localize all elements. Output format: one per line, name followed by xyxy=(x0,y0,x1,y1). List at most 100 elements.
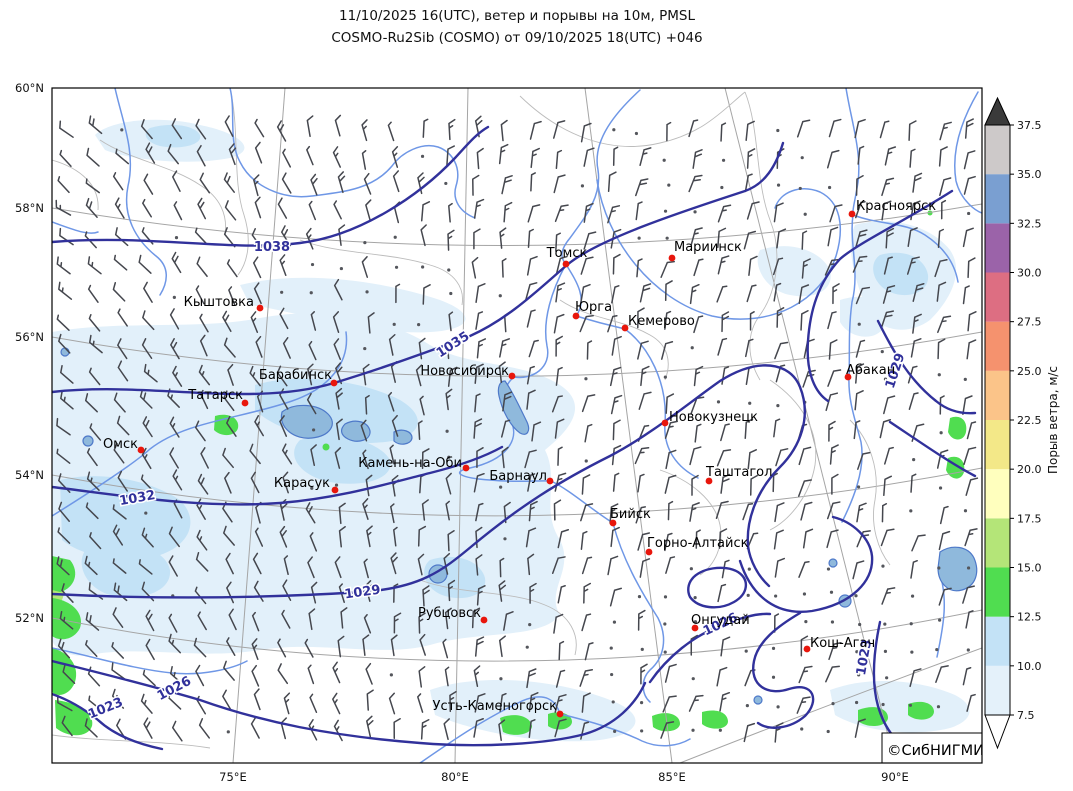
wind-barb xyxy=(906,256,920,275)
wind-barb xyxy=(59,610,74,630)
wind-barb xyxy=(169,666,184,686)
wind-barb xyxy=(306,392,317,415)
wind-barb xyxy=(387,121,395,142)
wind-barb xyxy=(854,718,866,738)
calm-wind-dot xyxy=(394,265,399,269)
wind-barb xyxy=(557,446,563,466)
wind-barb xyxy=(281,443,293,465)
wind-barb xyxy=(117,338,128,360)
wind-barb xyxy=(307,556,315,579)
wind-barb xyxy=(693,365,704,387)
wind-barb xyxy=(719,691,731,712)
colorbar-axis-label: Порыв ветра, м/с xyxy=(1046,366,1060,474)
wind-barb xyxy=(557,585,566,604)
calm-wind-dot xyxy=(937,373,941,377)
wind-barb xyxy=(422,284,431,305)
wind-barb xyxy=(964,528,978,547)
wind-barb xyxy=(142,669,156,687)
wind-barb xyxy=(500,419,511,438)
wind-barb xyxy=(84,718,98,738)
lat-tick-label: 52°N xyxy=(15,611,44,625)
wind-barb xyxy=(365,662,373,685)
calm-wind-dot xyxy=(776,128,780,133)
wind-barb xyxy=(554,418,565,439)
wind-barb xyxy=(283,555,289,576)
city-label: Кемерово xyxy=(628,314,695,329)
calm-wind-dot xyxy=(663,209,668,213)
wind-barb xyxy=(333,200,342,220)
wind-barb xyxy=(553,499,562,521)
city-label: Новосибирск xyxy=(420,364,509,379)
wind-barb xyxy=(391,414,399,437)
wind-barb xyxy=(474,636,485,657)
calm-wind-dot xyxy=(746,593,750,597)
wind-barb xyxy=(530,147,540,169)
city-dot xyxy=(621,324,629,332)
colorbar-segment xyxy=(985,469,1010,519)
wind-barb xyxy=(880,528,895,547)
wind-barb xyxy=(612,419,621,441)
wind-barb xyxy=(798,446,812,466)
calm-wind-dot xyxy=(637,595,642,599)
wind-barb xyxy=(390,634,398,657)
title-line-1: 11/10/2025 16(UTC), ветер и порывы на 10… xyxy=(339,8,695,24)
wind-barb xyxy=(226,259,238,278)
wind-barb xyxy=(636,258,643,278)
wind-barb xyxy=(57,176,70,194)
wind-barb xyxy=(250,311,259,333)
wind-barb xyxy=(939,121,952,141)
wind-barb xyxy=(145,142,156,164)
wind-barb xyxy=(172,365,183,387)
wind-barb xyxy=(637,473,645,493)
wind-barb xyxy=(824,258,840,276)
wind-barb xyxy=(142,416,153,438)
wind-barb xyxy=(363,172,372,195)
wind-barb xyxy=(583,582,592,604)
wind-barb xyxy=(962,585,975,604)
wind-barb xyxy=(473,665,481,688)
wind-barb xyxy=(774,557,786,578)
wind-barb xyxy=(826,149,840,169)
wind-barb xyxy=(420,201,431,222)
wind-barb xyxy=(282,148,292,168)
wind-barb xyxy=(89,532,102,550)
calm-wind-dot xyxy=(525,645,529,649)
wind-barb xyxy=(716,666,728,687)
wind-barb xyxy=(362,363,370,386)
wind-barb xyxy=(442,638,449,659)
wind-barb xyxy=(445,388,453,411)
calm-wind-dot xyxy=(966,566,971,570)
wind-barb xyxy=(474,363,484,384)
calm-wind-dot xyxy=(393,235,397,239)
wind-barb xyxy=(775,364,786,383)
wind-barb xyxy=(473,418,483,439)
wind-barb xyxy=(254,414,264,437)
wind-barb xyxy=(367,312,375,334)
wind-barb xyxy=(528,339,539,358)
wind-barb xyxy=(689,446,702,466)
wind-barb xyxy=(610,526,620,548)
wind-barb xyxy=(884,446,894,465)
wind-barb xyxy=(228,608,237,631)
wind-barb xyxy=(253,580,264,602)
wind-barb xyxy=(584,642,594,661)
wind-barb xyxy=(796,119,811,138)
wind-barb xyxy=(447,530,455,552)
wind-barb xyxy=(307,664,315,685)
wind-barb xyxy=(912,313,922,334)
calm-wind-dot xyxy=(908,703,913,707)
calm-wind-dot xyxy=(880,349,884,354)
calm-wind-dot xyxy=(744,649,748,653)
wind-barb xyxy=(448,202,453,223)
wind-barb xyxy=(145,638,155,661)
wind-barb xyxy=(720,636,731,657)
wind-barb xyxy=(310,444,317,467)
calm-wind-dot xyxy=(966,648,970,652)
wind-barb xyxy=(473,472,485,493)
calm-wind-dot xyxy=(691,677,695,681)
wind-barb xyxy=(194,420,206,442)
wind-barb xyxy=(883,395,896,415)
wind-barb xyxy=(773,282,782,302)
wind-barb xyxy=(912,282,925,302)
